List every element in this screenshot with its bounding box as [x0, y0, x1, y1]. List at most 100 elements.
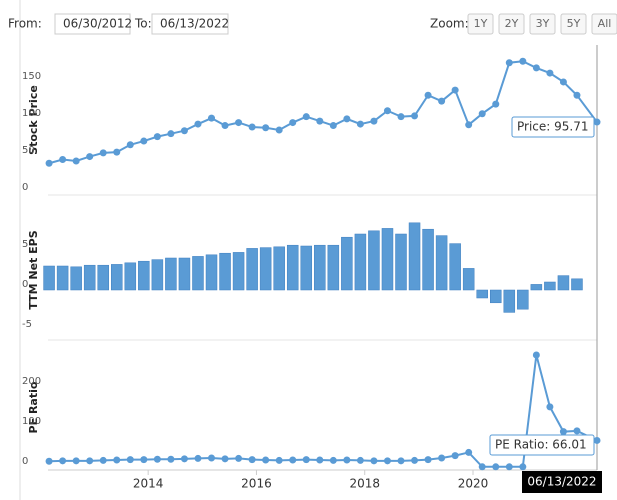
point	[438, 454, 446, 462]
bar	[300, 245, 313, 291]
point	[59, 457, 67, 465]
zoom-button[interactable]	[467, 13, 494, 35]
point	[356, 456, 364, 464]
bar	[462, 268, 475, 291]
point	[316, 117, 324, 125]
bar	[124, 262, 137, 291]
point	[329, 122, 337, 130]
point	[113, 148, 121, 156]
point	[573, 427, 581, 435]
zoom-button[interactable]	[498, 13, 525, 35]
bar	[354, 233, 367, 291]
point	[248, 456, 256, 464]
point	[519, 57, 527, 65]
y-tick-label: 0	[22, 456, 28, 467]
point	[289, 456, 297, 464]
point	[221, 122, 229, 130]
bar	[232, 252, 245, 291]
point	[180, 127, 188, 135]
bar	[503, 289, 516, 313]
y-axis-title: Stock Price	[27, 85, 40, 155]
point	[465, 121, 473, 129]
tooltip-text: PE Ratio: 66.01	[495, 438, 587, 452]
zoom-button-label: 1Y	[474, 17, 488, 30]
point	[316, 456, 324, 464]
point	[397, 457, 405, 465]
point	[411, 456, 419, 464]
bar	[422, 228, 434, 291]
point	[451, 452, 459, 460]
zoom-label: Zoom:	[430, 17, 469, 31]
point	[194, 120, 202, 128]
point	[546, 69, 554, 77]
zoom-button[interactable]	[529, 13, 556, 35]
bar	[435, 235, 448, 291]
point	[235, 454, 243, 462]
y-axis-title: TTM Net EPS	[27, 230, 40, 309]
point	[289, 119, 297, 127]
tooltip-text: Price: 95.71	[517, 120, 588, 134]
point	[519, 463, 527, 471]
point	[424, 456, 432, 464]
y-tick-label: 150	[22, 71, 41, 82]
bar	[246, 248, 258, 291]
point	[99, 456, 107, 464]
y-tick-label: 100	[22, 108, 41, 119]
bar	[517, 289, 529, 310]
tooltip-box	[511, 116, 595, 138]
bar	[151, 259, 164, 291]
y-tick-label: 5	[22, 239, 28, 250]
point	[465, 448, 473, 456]
point	[126, 141, 134, 149]
from-input[interactable]	[54, 13, 131, 35]
x-tick-label: 2014	[133, 477, 164, 491]
zoom-button[interactable]	[560, 13, 587, 35]
point	[72, 457, 80, 465]
point	[72, 157, 80, 165]
bar	[138, 260, 150, 291]
point	[126, 456, 134, 464]
zoom-button[interactable]	[591, 13, 617, 35]
point	[140, 137, 148, 145]
point	[370, 457, 378, 465]
bar	[530, 284, 543, 291]
y-tick-label: 100	[22, 416, 41, 427]
point	[235, 119, 243, 127]
to-date: 06/13/2022	[160, 17, 229, 31]
y-tick-label: 200	[22, 376, 41, 387]
bar	[571, 278, 583, 291]
bar	[449, 243, 461, 291]
bar	[557, 275, 570, 291]
point	[383, 457, 391, 465]
point	[492, 463, 500, 471]
bar	[205, 254, 218, 291]
point	[262, 124, 270, 132]
bar	[83, 264, 96, 291]
bar	[56, 265, 69, 291]
x-tick-label: 2020	[458, 477, 489, 491]
point	[593, 118, 601, 126]
bar	[43, 265, 55, 291]
point	[424, 91, 432, 99]
bar	[544, 281, 556, 291]
bar	[341, 236, 353, 291]
point	[45, 457, 53, 465]
point	[275, 126, 283, 134]
crosshair-label-box	[522, 471, 602, 493]
bar	[368, 230, 380, 291]
bar	[178, 257, 191, 291]
point	[153, 455, 161, 463]
y-tick-label: 0	[22, 182, 28, 193]
point	[194, 454, 202, 462]
point	[383, 107, 391, 115]
point	[275, 456, 283, 464]
point	[343, 115, 351, 123]
zoom-button-label: 5Y	[567, 17, 581, 30]
y-tick-label: 50	[22, 145, 35, 156]
bar	[273, 246, 285, 291]
to-input[interactable]	[151, 13, 229, 35]
point	[208, 114, 216, 122]
bar	[111, 264, 123, 291]
point	[593, 436, 601, 444]
